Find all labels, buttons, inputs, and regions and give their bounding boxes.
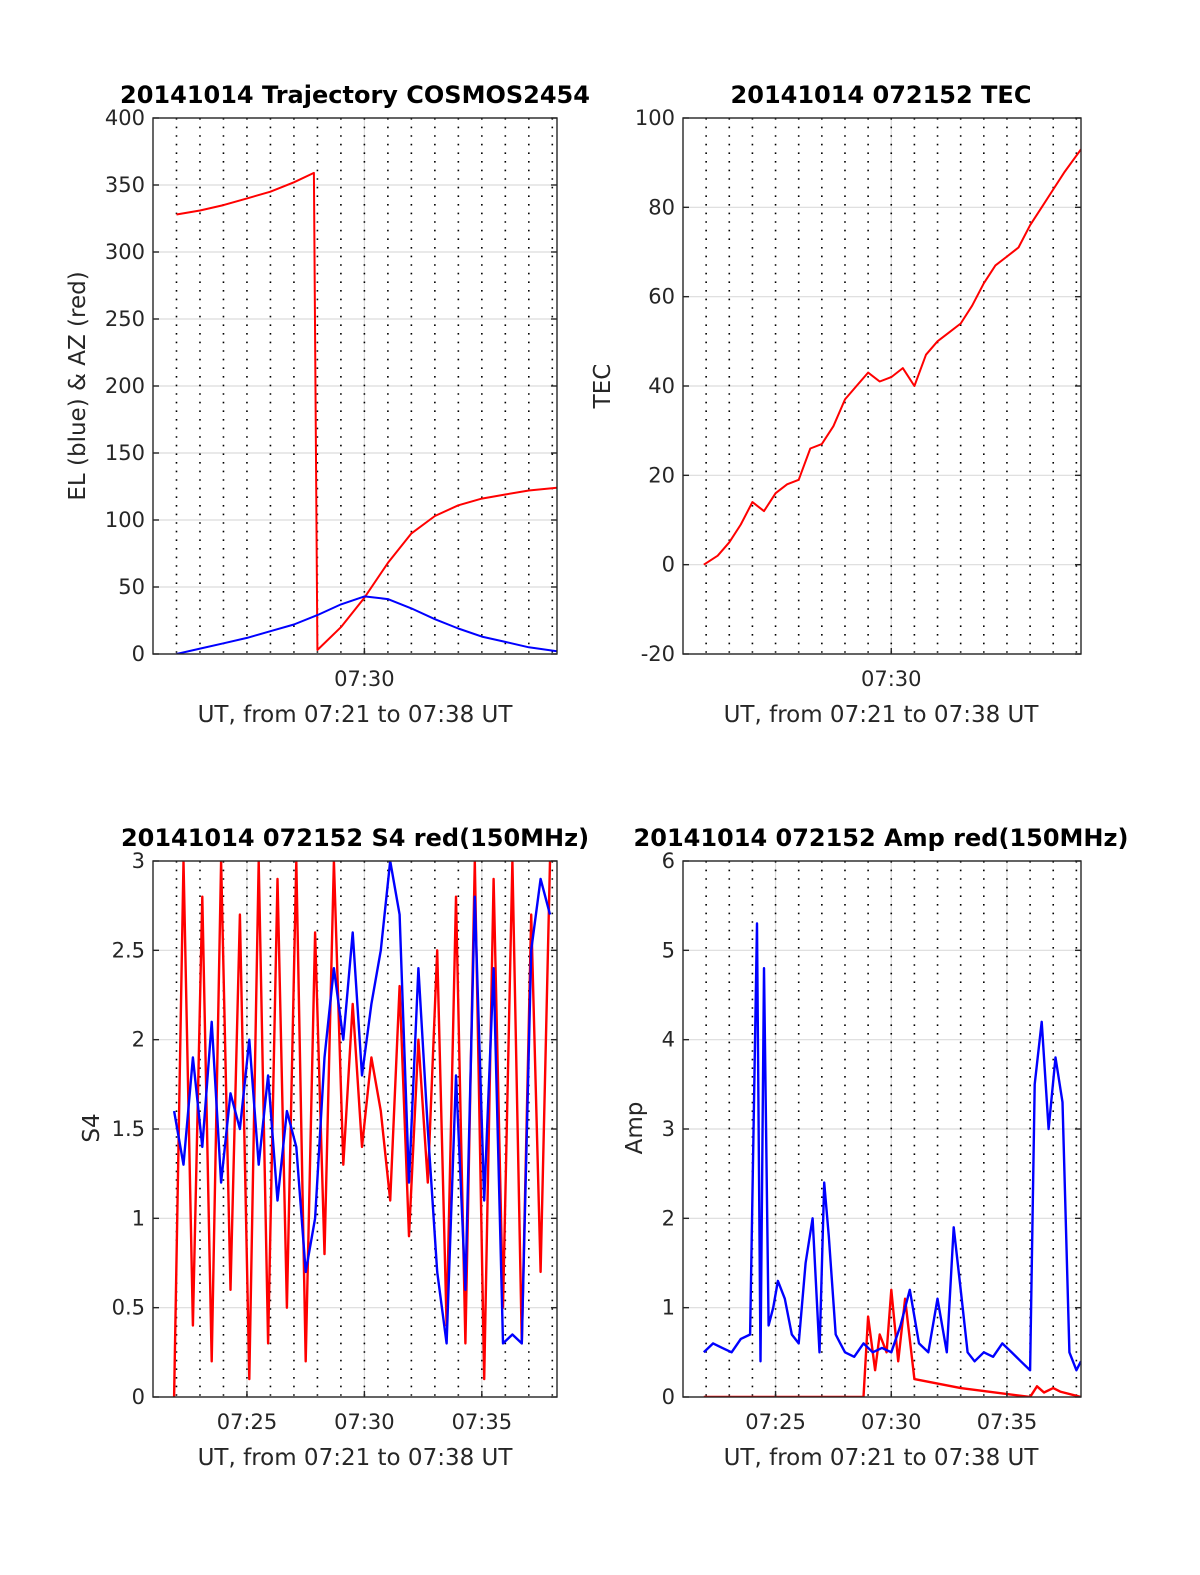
amp-y-tick-label: 5 xyxy=(662,938,675,962)
s4-y-tick-label: 3 xyxy=(132,849,145,873)
trajectory-y-tick-label: 50 xyxy=(118,575,145,599)
tec-title: 20141014 072152 TEC xyxy=(731,81,1032,109)
amp-x-label: UT, from 07:21 to 07:38 UT xyxy=(724,1445,1040,1471)
trajectory-y-label: EL (blue) & AZ (red) xyxy=(65,271,91,500)
s4-x-tick-label: 07:35 xyxy=(452,1410,513,1434)
s4-y-label: S4 xyxy=(79,1113,105,1142)
amp-panel: 0 1 2 3 4 5 6 07:25 07:30 07:35 20141014 072152 A… xyxy=(622,824,1128,1471)
s4-y-tick-label: 0 xyxy=(132,1385,145,1409)
trajectory-y-tick-label: 250 xyxy=(105,307,145,331)
s4-title: 20141014 072152 S4 red(150MHz) xyxy=(121,824,589,852)
s4-series-blue-line xyxy=(172,861,552,1345)
s4-y-tick-label: 2.5 xyxy=(112,938,145,962)
trajectory-plot-area: 0 50 100 150 200 250 300 350 400 07:30 xyxy=(105,106,558,691)
tec-y-tick-label: 20 xyxy=(648,463,675,487)
amp-y-tick-label: 6 xyxy=(662,849,675,873)
trajectory-y-tick-label: 400 xyxy=(105,106,145,130)
tec-y-tick-label: 60 xyxy=(648,285,675,309)
amp-series-blue-line xyxy=(702,922,1081,1372)
s4-x-tick-label: 07:25 xyxy=(217,1410,278,1434)
tec-panel: -20 0 20 40 60 80 100 07:30 20141014 072152 TEC… xyxy=(590,81,1082,728)
tec-x-label: UT, from 07:21 to 07:38 UT xyxy=(724,702,1040,728)
tec-y-tick-label: -20 xyxy=(641,642,675,666)
amp-x-tick-label: 07:35 xyxy=(977,1410,1038,1434)
amp-x-tick-label: 07:25 xyxy=(745,1410,806,1434)
s4-y-tick-label: 0.5 xyxy=(112,1296,145,1320)
tec-y-label: TEC xyxy=(590,364,616,410)
amp-y-label: Amp xyxy=(622,1102,648,1155)
s4-y-tick-label: 1 xyxy=(132,1206,145,1230)
amp-y-tick-label: 1 xyxy=(662,1296,675,1320)
trajectory-x-label: UT, from 07:21 to 07:38 UT xyxy=(198,702,514,728)
trajectory-y-tick-label: 100 xyxy=(105,508,145,532)
tec-plot-area: -20 0 20 40 60 80 100 07:30 xyxy=(635,106,1082,691)
tec-y-tick-label: 80 xyxy=(648,195,675,219)
s4-panel: 0 0.5 1 1.5 2 2.5 3 07:25 07:30 07:35 20141014 07… xyxy=(79,824,589,1471)
s4-series-red-line xyxy=(172,861,552,1397)
amp-series-red-line xyxy=(703,1288,1081,1397)
s4-plot-area: 0 0.5 1 1.5 2 2.5 3 07:25 07:30 07:35 xyxy=(112,849,558,1434)
trajectory-series-blue-line xyxy=(176,595,557,654)
amp-plot-area: 0 1 2 3 4 5 6 07:25 07:30 07:35 xyxy=(662,849,1082,1434)
trajectory-title: 20141014 Trajectory COSMOS2454 xyxy=(120,81,590,109)
trajectory-y-tick-label: 200 xyxy=(105,374,145,398)
tec-x-tick-label: 07:30 xyxy=(861,667,922,691)
trajectory-x-tick-label: 07:30 xyxy=(334,667,395,691)
amp-title: 20141014 072152 Amp red(150MHz) xyxy=(634,824,1129,852)
s4-y-tick-label: 1.5 xyxy=(112,1117,145,1141)
amp-y-tick-label: 2 xyxy=(662,1206,675,1230)
trajectory-y-tick-label: 150 xyxy=(105,441,145,465)
trajectory-y-tick-label: 0 xyxy=(132,642,145,666)
tec-series-red-line xyxy=(703,148,1081,566)
trajectory-y-tick-label: 300 xyxy=(105,240,145,264)
s4-x-tick-label: 07:30 xyxy=(334,1410,395,1434)
trajectory-series-red-line xyxy=(176,171,557,651)
amp-x-tick-label: 07:30 xyxy=(861,1410,922,1434)
trajectory-y-tick-label: 350 xyxy=(105,173,145,197)
amp-y-tick-label: 0 xyxy=(662,1385,675,1409)
trajectory-panel: 0 50 100 150 200 250 300 350 400 07:30 20141014 T… xyxy=(65,81,590,728)
s4-x-label: UT, from 07:21 to 07:38 UT xyxy=(198,1445,514,1471)
tec-y-tick-label: 0 xyxy=(662,553,675,577)
s4-y-tick-label: 2 xyxy=(132,1028,145,1052)
amp-y-tick-label: 4 xyxy=(662,1028,675,1052)
amp-y-tick-label: 3 xyxy=(662,1117,675,1141)
tec-y-tick-label: 40 xyxy=(648,374,675,398)
tec-y-tick-label: 100 xyxy=(635,106,675,130)
